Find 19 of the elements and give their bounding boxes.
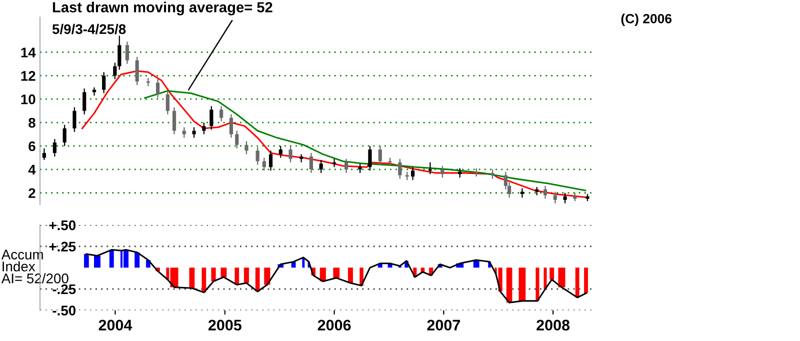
y-tick-label: 2 (28, 188, 36, 198)
x-tick-label: 2006 (318, 320, 351, 331)
x-tick-label: 2004 (98, 320, 132, 331)
x-tick-label: 2007 (427, 320, 460, 331)
x-tick-label: 2008 (536, 320, 570, 331)
y-tick-label: +.50 (49, 220, 76, 230)
y-tick-label: 8 (28, 118, 36, 128)
y-tick-label: +.25 (49, 242, 76, 252)
chart-subtitle: 5/9/3-4/25/8 (52, 24, 126, 34)
y-tick-label: -.25 (52, 284, 76, 294)
y-tick-label: 12 (21, 70, 36, 81)
text: (C) 2006 (621, 14, 672, 26)
y-tick-label: 4 (28, 164, 36, 174)
y-tick-label: 14 (21, 48, 36, 58)
y-tick-label: -.50 (52, 306, 76, 316)
x-tick-label: 2005 (208, 320, 242, 331)
y-tick-label: 10 (21, 94, 36, 104)
annotation: Last drawn moving average= 52 (52, 2, 272, 16)
y-tick-label: 6 (28, 141, 36, 152)
